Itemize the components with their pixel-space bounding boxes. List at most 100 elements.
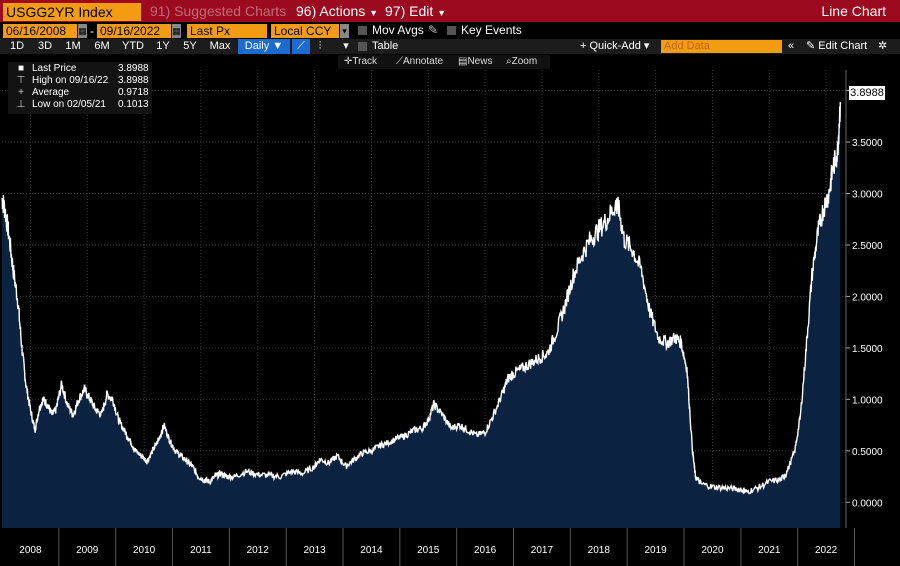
period-1m[interactable]: 1M bbox=[65, 40, 81, 52]
y-tick-label: 1.5000 bbox=[852, 344, 883, 355]
collapse-icon[interactable]: « bbox=[788, 40, 795, 52]
field-select[interactable]: Last Px bbox=[187, 24, 267, 38]
chevron-down-icon: ▼ bbox=[437, 8, 447, 18]
period-1d[interactable]: 1D bbox=[9, 40, 25, 52]
y-tick-label: 2.0000 bbox=[852, 292, 883, 303]
y-tick-label: 0.0000 bbox=[852, 498, 883, 509]
x-tick-label: 2019 bbox=[644, 545, 667, 556]
legend-value: 0.1013 bbox=[118, 99, 149, 110]
legend-label: Average bbox=[32, 87, 70, 98]
period-3d[interactable]: 3D bbox=[37, 40, 53, 52]
y-tick-label: 0.5000 bbox=[852, 447, 883, 458]
legend-high: ⊤ High on 09/16/22 3.8988 bbox=[8, 75, 152, 87]
settings-bar: 06/16/2008 ▦ - 09/16/2022 ▦ Last Px Loca… bbox=[0, 22, 900, 39]
table-checkbox[interactable] bbox=[358, 42, 367, 51]
news-label: News bbox=[467, 56, 493, 67]
y-tick-label: 3.0000 bbox=[852, 190, 883, 201]
x-tick-label: 2014 bbox=[360, 545, 383, 556]
track-label: Track bbox=[352, 56, 378, 67]
period-bar: 1D 3D 1M 6M YTD 1Y 5Y Max Daily ▼ ⟋ ⫶ ▾ … bbox=[0, 39, 900, 54]
legend-value: 3.8988 bbox=[118, 63, 149, 74]
key-events-checkbox[interactable] bbox=[447, 26, 456, 35]
frequency-select[interactable]: Daily ▼ bbox=[238, 39, 290, 54]
legend-label: High on 09/16/22 bbox=[32, 75, 109, 86]
y-tick-label: 2.5000 bbox=[852, 241, 883, 252]
last-value-tag: 3.8988 bbox=[849, 86, 885, 100]
edit-chart-button[interactable]: ✎ Edit Chart bbox=[806, 40, 868, 52]
annotate-label: Annotate bbox=[403, 56, 444, 67]
x-tick-label: 2017 bbox=[531, 545, 554, 556]
low-marker-icon: ⊥ bbox=[16, 99, 26, 110]
series-line bbox=[1, 101, 841, 495]
period-1y[interactable]: 1Y bbox=[156, 40, 170, 52]
edit-label: 97) Edit bbox=[385, 3, 434, 19]
dropdown-arrow-icon[interactable]: ▾ bbox=[340, 24, 349, 38]
annotate-tool[interactable]: ⟋ Annotate bbox=[396, 56, 444, 67]
x-tick-label: 2016 bbox=[474, 545, 497, 556]
legend-value: 0.9718 bbox=[118, 87, 149, 98]
news-tool[interactable]: ▤ News bbox=[458, 56, 493, 67]
x-tick-label: 2015 bbox=[417, 545, 440, 556]
mov-avgs-label: Mov Avgs bbox=[372, 23, 424, 37]
chevron-down-icon[interactable]: ▾ bbox=[343, 40, 349, 52]
suggested-charts-button[interactable]: 91) Suggested Charts bbox=[150, 3, 287, 19]
date-separator: - bbox=[90, 24, 94, 38]
actions-label: 96) Actions bbox=[296, 3, 366, 19]
legend-low: ⊥ Low on 02/05/21 0.1013 bbox=[8, 99, 152, 111]
legend-label: Low on 02/05/21 bbox=[32, 99, 106, 110]
quick-add-button[interactable]: + Quick-Add ▾ bbox=[580, 40, 650, 52]
chart-type-label: Line Chart bbox=[821, 3, 886, 19]
high-marker-icon: ⊤ bbox=[16, 75, 26, 86]
legend-label: Last Price bbox=[32, 63, 77, 74]
average-marker-icon: + bbox=[18, 87, 24, 98]
x-tick-label: 2012 bbox=[247, 545, 270, 556]
x-tick-label: 2021 bbox=[758, 545, 781, 556]
calendar-icon[interactable]: ▦ bbox=[172, 24, 181, 38]
mov-avgs-checkbox[interactable] bbox=[358, 26, 367, 35]
x-tick-label: 2013 bbox=[303, 545, 326, 556]
actions-menu[interactable]: 96) Actions ▼ bbox=[292, 3, 378, 20]
square-icon: ■ bbox=[17, 63, 25, 74]
bar-style-icon[interactable]: ⫶ bbox=[318, 40, 322, 52]
x-tick-label: 2022 bbox=[815, 545, 838, 556]
title-bar: USGG2YR Index 91) Suggested Charts 96) A… bbox=[0, 0, 900, 22]
y-tick-label: 3.5000 bbox=[852, 138, 883, 149]
add-data-input[interactable]: Add Data bbox=[661, 40, 782, 53]
start-date-field[interactable]: 06/16/2008 bbox=[3, 24, 77, 38]
x-tick-label: 2011 bbox=[190, 545, 212, 556]
chart-tools: ✛ Track ⟋ Annotate ▤ News ⌕ Zoom bbox=[338, 55, 550, 69]
y-tick-label: 1.0000 bbox=[852, 395, 883, 406]
x-tick-label: 2009 bbox=[76, 545, 99, 556]
period-5y[interactable]: 5Y bbox=[183, 40, 197, 52]
period-6m[interactable]: 6M bbox=[94, 40, 110, 52]
currency-select[interactable]: Local CCY bbox=[271, 24, 339, 38]
chart-legend[interactable]: ■ Last Price 3.8988 ⊤ High on 09/16/22 3… bbox=[8, 62, 152, 114]
series-area bbox=[2, 101, 841, 529]
y-axis: 0.0000 0.5000 1.0000 1.5000 2.0000 2.5000 3.00… bbox=[845, 70, 883, 528]
legend-last-price: ■ Last Price 3.8988 bbox=[8, 63, 152, 75]
frequency-label: Daily bbox=[244, 40, 270, 52]
x-tick-label: 2010 bbox=[133, 545, 156, 556]
ticker-field[interactable]: USGG2YR Index bbox=[3, 3, 141, 21]
x-axis: 2008 2009 2010 2011 2012 2013 2014 2015 2016 2017… bbox=[19, 528, 856, 566]
period-ytd[interactable]: YTD bbox=[122, 40, 144, 52]
table-button[interactable]: Table bbox=[372, 40, 399, 52]
chevron-down-icon: ▼ bbox=[369, 8, 379, 18]
edit-menu[interactable]: 97) Edit ▼ bbox=[381, 3, 446, 20]
legend-average: + Average 0.9718 bbox=[8, 87, 152, 99]
edit-chart-label: Edit Chart bbox=[818, 40, 868, 52]
calendar-icon[interactable]: ▦ bbox=[78, 24, 87, 38]
quick-add-label: Quick-Add bbox=[589, 40, 641, 52]
x-tick-label: 2020 bbox=[701, 545, 724, 556]
key-events-label: Key Events bbox=[461, 23, 522, 37]
zoom-label: Zoom bbox=[511, 56, 538, 67]
legend-value: 3.8988 bbox=[118, 75, 149, 86]
pencil-icon[interactable]: ✎ bbox=[428, 23, 439, 37]
track-tool[interactable]: ✛ Track bbox=[344, 56, 378, 67]
line-style-icon[interactable]: ⟋ bbox=[292, 39, 310, 54]
gear-icon[interactable]: ✲ bbox=[878, 40, 888, 52]
end-date-field[interactable]: 09/16/2022 bbox=[97, 24, 171, 38]
zoom-tool[interactable]: ⌕ Zoom bbox=[506, 56, 538, 67]
period-max[interactable]: Max bbox=[209, 40, 231, 52]
x-tick-label: 2008 bbox=[19, 545, 42, 556]
